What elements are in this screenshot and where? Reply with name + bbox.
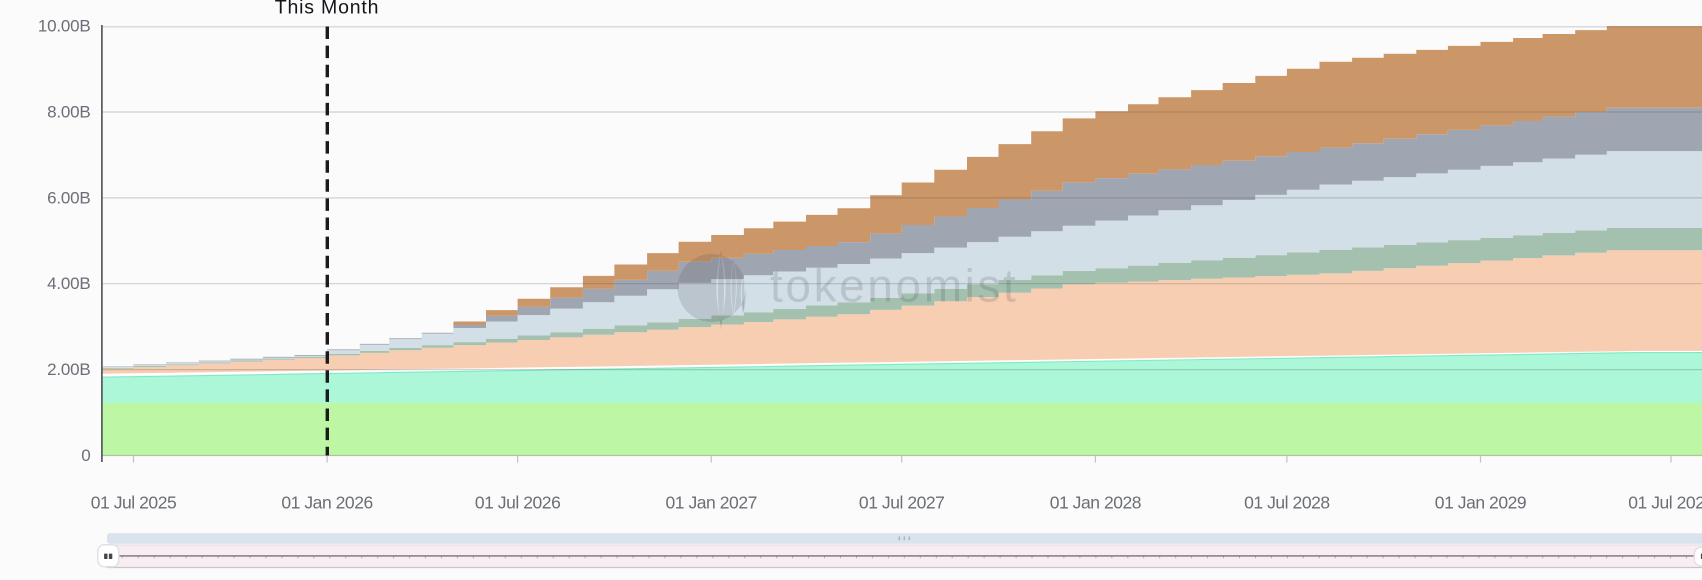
svg-text:tokenomist: tokenomist bbox=[770, 260, 1018, 312]
svg-text:01 Jan 2029: 01 Jan 2029 bbox=[1435, 493, 1526, 513]
svg-text:01 Jul 2029: 01 Jul 2029 bbox=[1628, 493, 1702, 513]
svg-text:01 Jul 2026: 01 Jul 2026 bbox=[475, 493, 561, 513]
svg-text:01 Jul 2028: 01 Jul 2028 bbox=[1244, 493, 1330, 513]
svg-text:10.00B: 10.00B bbox=[38, 17, 91, 36]
svg-text:4.00B: 4.00B bbox=[47, 274, 90, 293]
svg-text:6.00B: 6.00B bbox=[47, 188, 90, 207]
svg-text:01 Jan 2027: 01 Jan 2027 bbox=[666, 493, 757, 513]
svg-text:8.00B: 8.00B bbox=[47, 103, 90, 122]
svg-text:01 Jul 2027: 01 Jul 2027 bbox=[859, 493, 945, 513]
svg-text:01 Jan 2028: 01 Jan 2028 bbox=[1050, 493, 1141, 513]
svg-text:2.00B: 2.00B bbox=[47, 360, 90, 379]
svg-text:01 Jan 2026: 01 Jan 2026 bbox=[281, 493, 372, 513]
svg-text:01 Jul 2025: 01 Jul 2025 bbox=[91, 493, 177, 513]
svg-text:This Month: This Month bbox=[275, 0, 379, 19]
svg-text:0: 0 bbox=[81, 446, 90, 465]
